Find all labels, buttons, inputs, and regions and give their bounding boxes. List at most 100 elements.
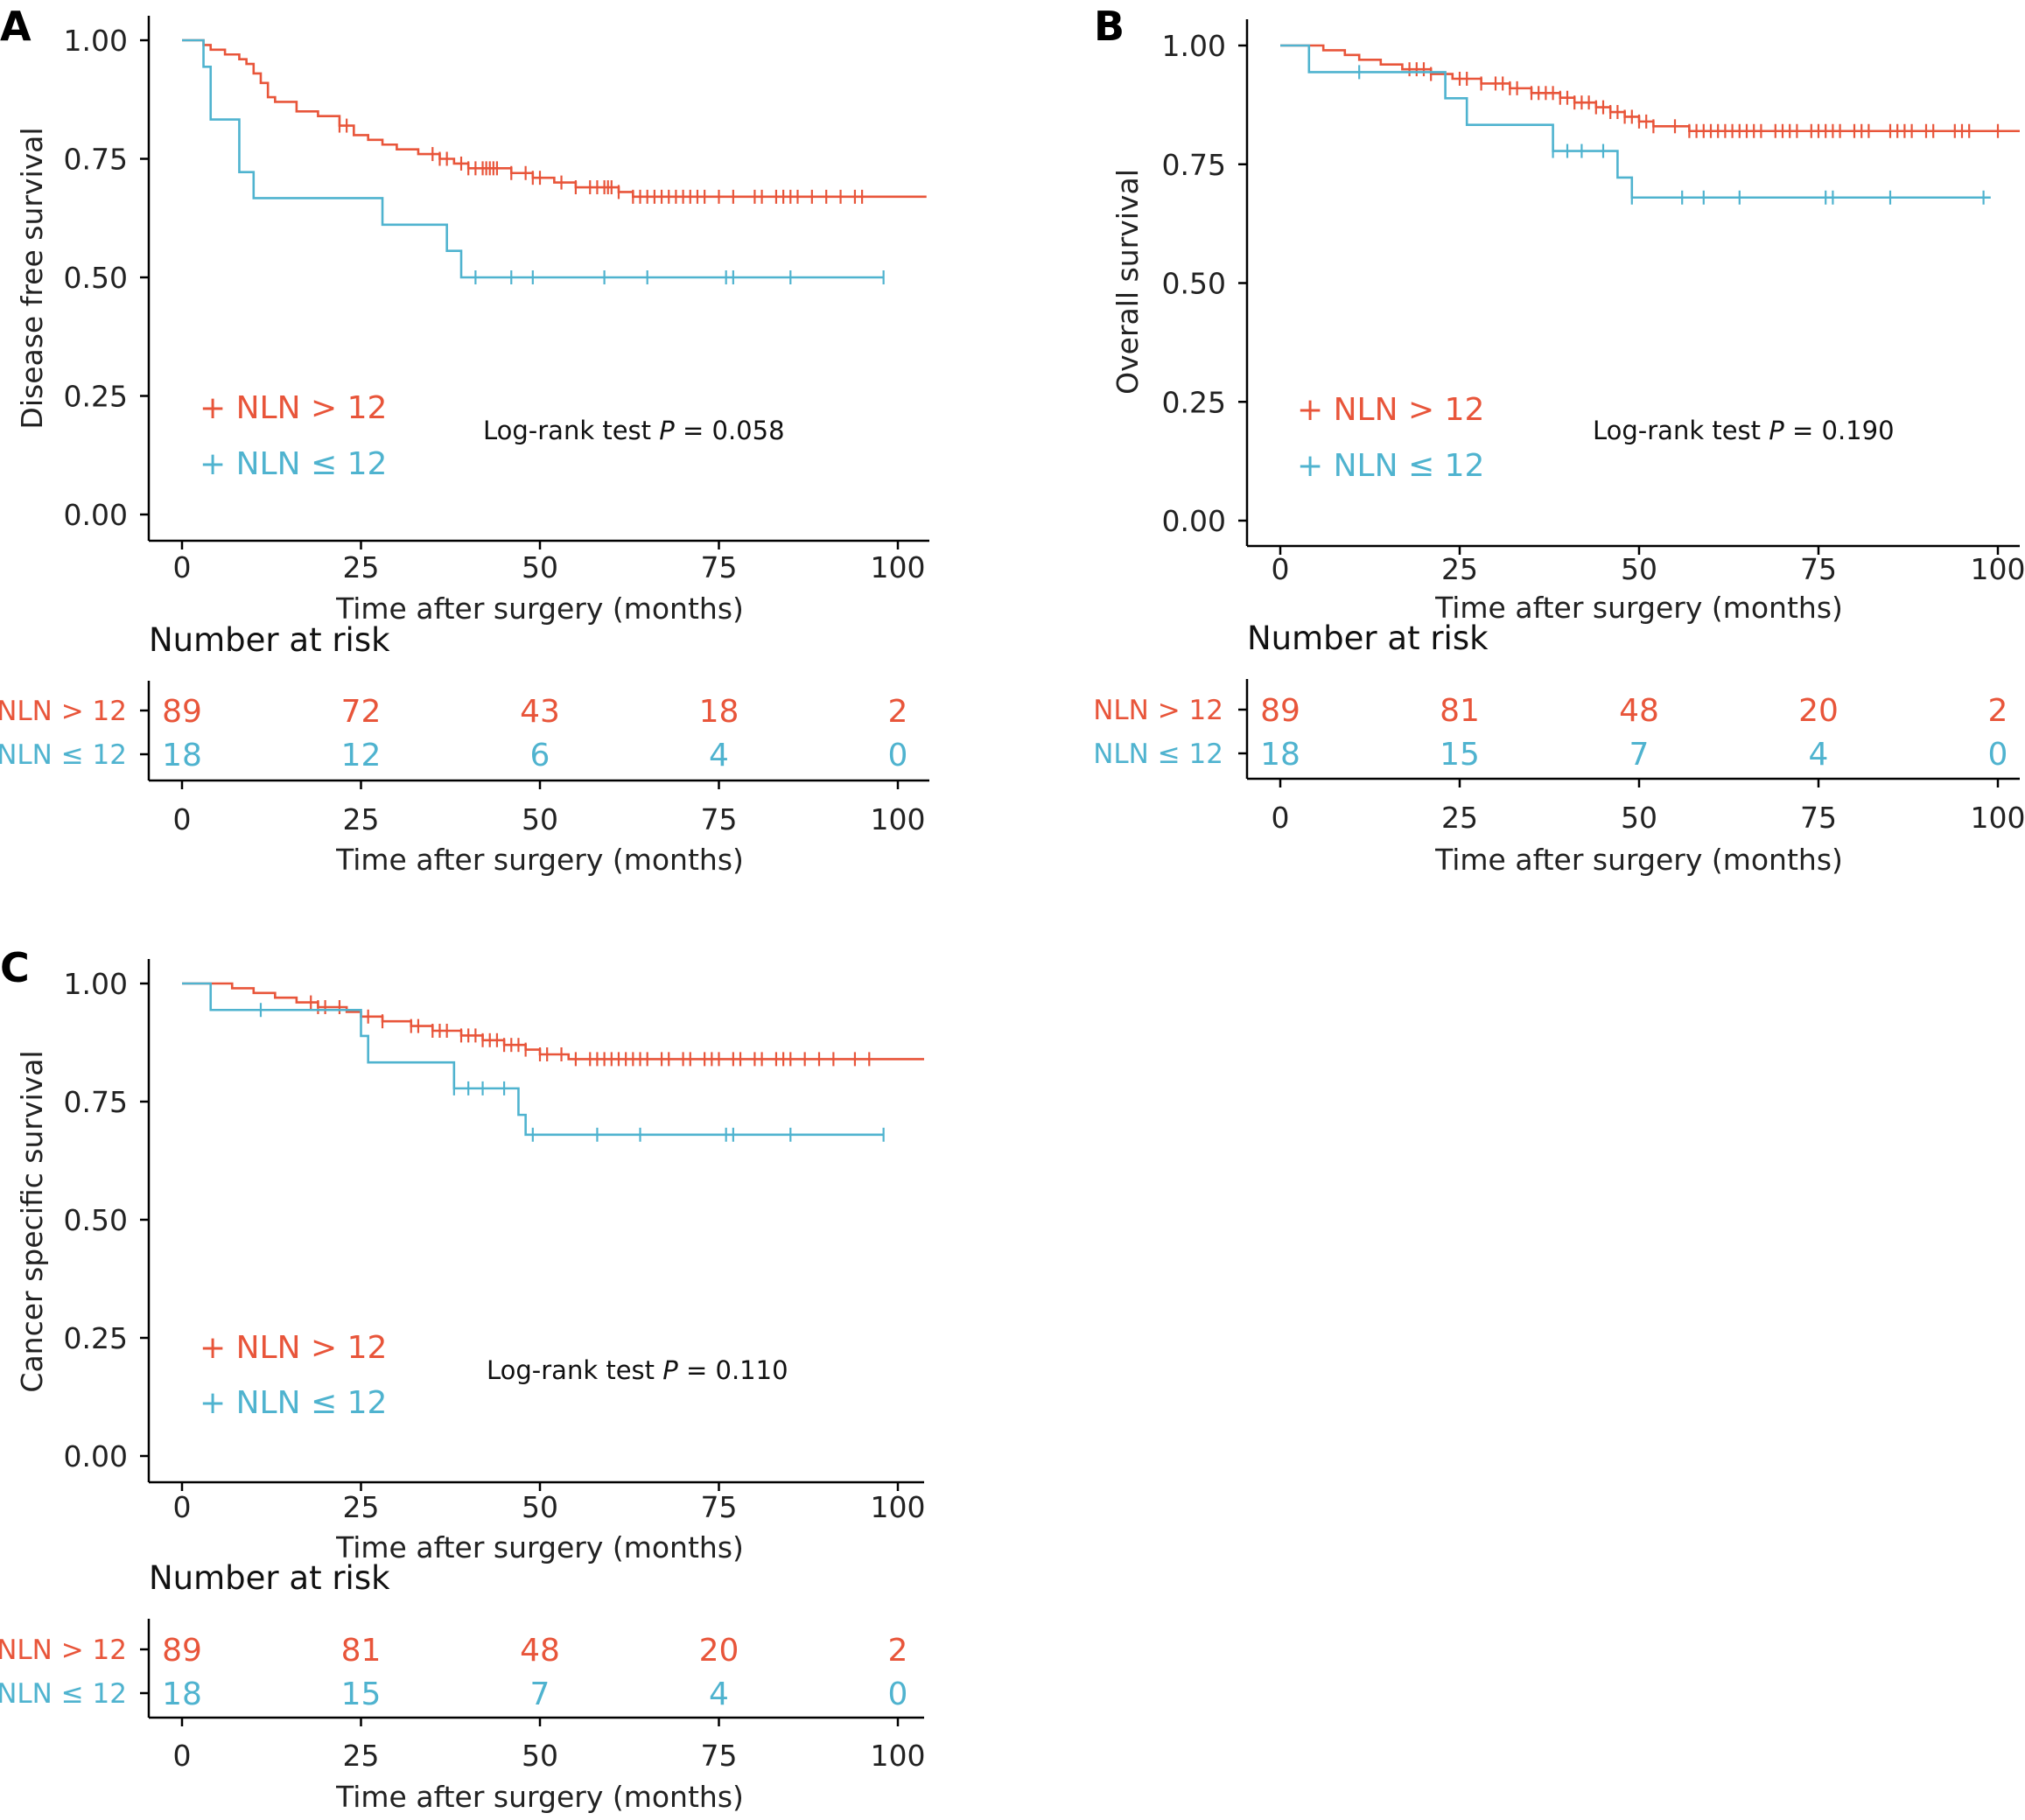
risk-count: 0 bbox=[1988, 737, 2008, 773]
x-tick-label: 50 bbox=[522, 550, 558, 584]
logrank-p-symbol: P bbox=[659, 416, 675, 445]
y-tick-label: 0.50 bbox=[64, 261, 128, 295]
panel-letter: A bbox=[0, 3, 32, 50]
y-tick-label: 0.00 bbox=[64, 1439, 128, 1474]
risk-count: 48 bbox=[520, 1633, 560, 1669]
x-tick-label: 25 bbox=[1441, 552, 1478, 586]
risk-x-tick-label: 100 bbox=[871, 1739, 926, 1773]
y-tick-label: 0.50 bbox=[64, 1203, 128, 1237]
risk-count: 7 bbox=[530, 1676, 550, 1712]
panel-letter: B bbox=[1094, 3, 1125, 50]
panel-letter: C bbox=[0, 944, 30, 991]
risk-count: 7 bbox=[1629, 737, 1650, 773]
risk-x-tick-label: 50 bbox=[522, 1739, 558, 1773]
y-tick-label: 0.50 bbox=[1162, 267, 1226, 301]
survival-curve-2 bbox=[182, 40, 884, 277]
risk-count: 89 bbox=[162, 694, 202, 730]
logrank-label: Log-rank test bbox=[1593, 416, 1769, 445]
risk-count: 20 bbox=[699, 1633, 739, 1669]
y-tick-label: 1.00 bbox=[64, 24, 128, 58]
risk-count: 4 bbox=[709, 1676, 729, 1712]
risk-count: 48 bbox=[1619, 693, 1659, 729]
logrank-p-value: = 0.110 bbox=[678, 1355, 788, 1385]
risk-count: 2 bbox=[1988, 693, 2008, 729]
risk-x-tick-label: 75 bbox=[701, 802, 738, 836]
x-axis-title: Time after surgery (months) bbox=[1434, 591, 1843, 625]
risk-row-label-1: NLN > 12 bbox=[0, 1634, 127, 1666]
risk-table-title: Number at risk bbox=[1247, 620, 1489, 657]
risk-table-title: Number at risk bbox=[149, 621, 390, 659]
risk-x-axis-title: Time after surgery (months) bbox=[1434, 843, 1843, 877]
x-tick-label: 0 bbox=[173, 550, 192, 584]
survival-curve-1 bbox=[182, 40, 927, 197]
legend-entry-1: + NLN > 12 bbox=[200, 390, 387, 426]
risk-count: 2 bbox=[888, 1633, 908, 1669]
legend-entry-1: + NLN > 12 bbox=[1297, 392, 1484, 428]
logrank-annotation: Log-rank test P = 0.058 bbox=[483, 416, 785, 445]
x-axis-title: Time after surgery (months) bbox=[335, 592, 744, 626]
x-tick-label: 25 bbox=[343, 1490, 380, 1524]
logrank-p-symbol: P bbox=[1769, 416, 1784, 445]
risk-x-tick-label: 100 bbox=[1971, 801, 2025, 835]
logrank-p-symbol: P bbox=[662, 1355, 678, 1385]
risk-count: 81 bbox=[1440, 693, 1480, 729]
risk-count: 72 bbox=[341, 694, 382, 730]
panel-a: A 0.00 0.25 0.50 0.75 1.00 0 25 50 75 100 Time afte… bbox=[0, 3, 929, 877]
x-tick-label: 50 bbox=[522, 1490, 558, 1524]
risk-count: 18 bbox=[1260, 737, 1300, 773]
y-tick-label: 0.00 bbox=[64, 498, 128, 532]
survival-curve-2 bbox=[1280, 46, 1991, 198]
risk-count: 89 bbox=[1260, 693, 1300, 729]
logrank-label: Log-rank test bbox=[487, 1355, 662, 1385]
y-tick-label: 1.00 bbox=[64, 967, 128, 1001]
x-tick-label: 100 bbox=[1971, 552, 2025, 586]
y-axis-title: Cancer specific survival bbox=[15, 1050, 49, 1392]
x-tick-label: 25 bbox=[343, 550, 380, 584]
x-tick-label: 75 bbox=[1800, 552, 1837, 586]
y-tick-label: 0.75 bbox=[1162, 148, 1226, 182]
y-tick-label: 0.25 bbox=[1162, 385, 1226, 419]
risk-x-tick-label: 50 bbox=[522, 802, 558, 836]
y-tick-label: 0.00 bbox=[1162, 504, 1226, 538]
risk-count: 89 bbox=[162, 1633, 202, 1669]
x-tick-label: 75 bbox=[701, 1490, 738, 1524]
risk-x-tick-label: 0 bbox=[173, 802, 192, 836]
risk-x-tick-label: 25 bbox=[343, 1739, 380, 1773]
legend-entry-2: + NLN ≤ 12 bbox=[200, 1385, 387, 1421]
risk-x-tick-label: 100 bbox=[871, 802, 926, 836]
risk-row-label-2: NLN ≤ 12 bbox=[0, 1678, 127, 1710]
risk-x-tick-label: 0 bbox=[173, 1739, 192, 1773]
y-tick-label: 0.25 bbox=[64, 380, 128, 414]
risk-count: 6 bbox=[530, 738, 550, 774]
risk-count: 15 bbox=[1440, 737, 1480, 773]
risk-count: 18 bbox=[162, 1676, 202, 1712]
logrank-p-value: = 0.190 bbox=[1784, 416, 1895, 445]
risk-table-title: Number at risk bbox=[149, 1559, 390, 1597]
logrank-p-value: = 0.058 bbox=[675, 416, 785, 445]
y-tick-label: 0.25 bbox=[64, 1321, 128, 1355]
logrank-annotation: Log-rank test P = 0.190 bbox=[1593, 416, 1895, 445]
risk-count: 4 bbox=[709, 738, 729, 774]
x-tick-label: 100 bbox=[871, 550, 926, 584]
y-axis-title: Disease free survival bbox=[15, 127, 49, 429]
x-tick-label: 100 bbox=[871, 1490, 926, 1524]
logrank-label: Log-rank test bbox=[483, 416, 659, 445]
risk-row-label-2: NLN ≤ 12 bbox=[1093, 738, 1223, 770]
risk-row-label-1: NLN > 12 bbox=[1093, 695, 1223, 726]
risk-count: 12 bbox=[341, 738, 382, 774]
x-tick-label: 75 bbox=[701, 550, 738, 584]
risk-count: 4 bbox=[1809, 737, 1829, 773]
risk-count: 20 bbox=[1798, 693, 1839, 729]
y-axis-title: Overall survival bbox=[1111, 169, 1145, 395]
y-tick-label: 1.00 bbox=[1162, 29, 1226, 63]
y-tick-label: 0.75 bbox=[64, 143, 128, 177]
risk-count: 18 bbox=[162, 738, 202, 774]
risk-count: 15 bbox=[341, 1676, 382, 1712]
survival-curve-1 bbox=[1280, 46, 2020, 131]
risk-count: 43 bbox=[520, 694, 560, 730]
risk-x-tick-label: 75 bbox=[701, 1739, 738, 1773]
risk-x-axis-title: Time after surgery (months) bbox=[335, 1780, 744, 1814]
